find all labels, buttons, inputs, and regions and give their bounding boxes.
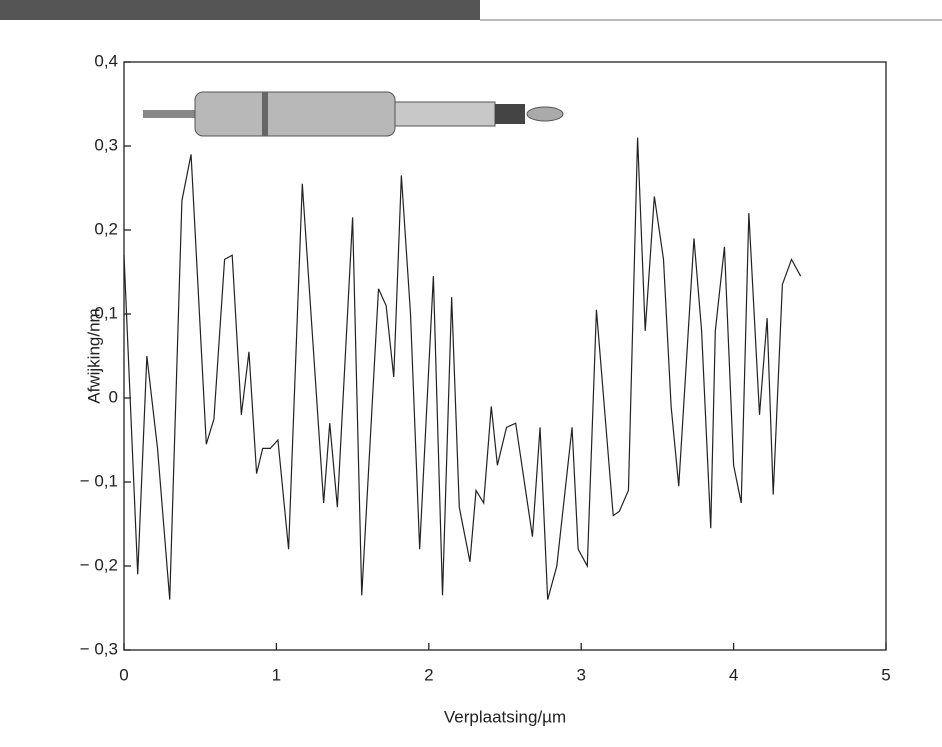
y-tick-label: − 0,2 — [80, 555, 118, 574]
y-axis-label: Afwijking/nm — [84, 308, 103, 403]
y-tick-label: 0,3 — [94, 135, 118, 154]
y-tick-label: − 0,3 — [80, 639, 118, 658]
y-tick-label: 0 — [109, 387, 118, 406]
y-tick-label: 0,2 — [94, 219, 118, 238]
x-tick-label: 5 — [881, 665, 890, 684]
x-tick-label: 1 — [272, 665, 281, 684]
plot-frame — [123, 61, 887, 651]
header-bar — [0, 0, 480, 20]
data-line — [123, 137, 802, 600]
y-tick-label: − 0,1 — [80, 471, 118, 490]
y-tick-label: 0,1 — [94, 303, 118, 322]
x-tick-label: 2 — [424, 665, 433, 684]
x-tick-label: 0 — [119, 665, 128, 684]
y-tick-label: 0,4 — [94, 51, 118, 70]
x-tick-label: 4 — [729, 665, 738, 684]
x-axis-label: Verplaatsing/µm — [444, 707, 566, 726]
x-tick-label: 3 — [576, 665, 585, 684]
probe-image — [143, 91, 564, 137]
